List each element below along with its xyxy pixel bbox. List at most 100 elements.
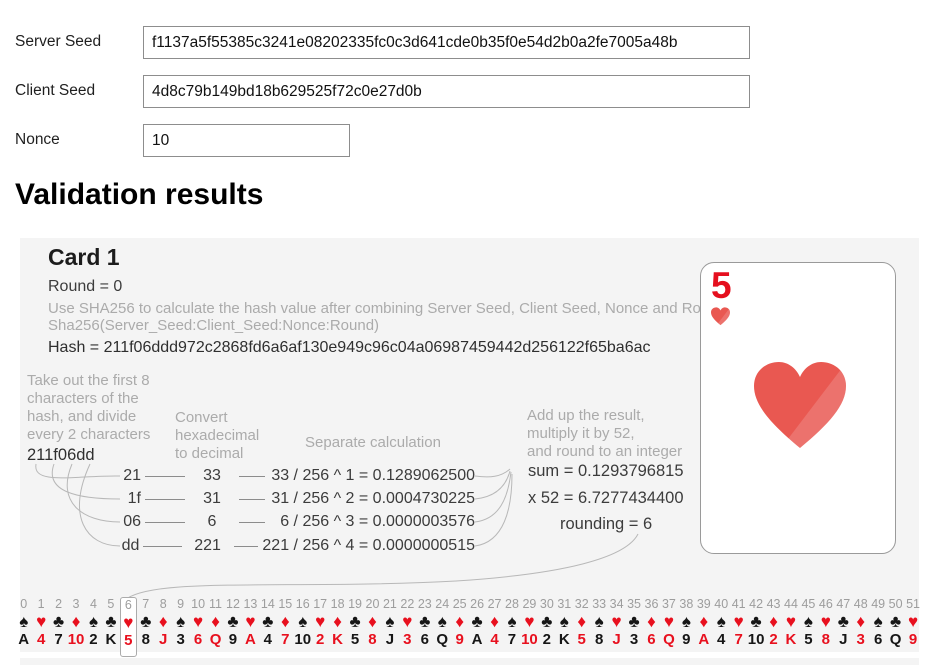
heart-suit-icon: ♥ [733, 612, 744, 631]
spade-suit-icon: ♠ [559, 612, 569, 631]
deck-cell: 25 ♦ 9 [451, 597, 468, 648]
deck-index: 51 [906, 597, 920, 611]
deck-value: Q [663, 631, 675, 648]
diamond-suit-icon: ♦ [769, 612, 778, 631]
deck-index: 21 [382, 597, 397, 611]
deck-cell: 21 ♠ J [381, 597, 398, 648]
deck-value: 6 [193, 631, 203, 648]
deck-cell: 1 ♥ 4 [32, 597, 49, 648]
calc-row: 1f 31 31 / 256 ^ 2 = 0.0004730225 [127, 490, 475, 507]
deck-cell: 37 ♥ Q [660, 597, 677, 648]
deck-index: 12 [226, 597, 240, 611]
deck-cell: 44 ♥ K [782, 597, 799, 648]
deck-cell: 7 ♣ 8 [137, 597, 154, 648]
deck-cell: 33 ♠ 8 [590, 597, 607, 648]
deck-cell: 48 ♦ 3 [852, 597, 869, 648]
deck-value: 9 [908, 631, 918, 648]
deck-cell: 29 ♥ 10 [521, 597, 538, 648]
deck-cell: 50 ♣ Q [887, 597, 904, 648]
deck-index: 42 [749, 597, 764, 611]
deck-cell: 35 ♣ 3 [625, 597, 642, 648]
deck-value: 2 [315, 631, 325, 648]
deck-value: 2 [89, 631, 98, 648]
deck-index: 10 [191, 597, 206, 611]
club-suit-icon: ♣ [419, 612, 431, 631]
diamond-suit-icon: ♦ [71, 612, 81, 631]
deck-value: 6 [647, 631, 656, 648]
deck-cell: 4 ♠ 2 [85, 597, 102, 648]
deck-value: 2 [769, 631, 778, 648]
heart-suit-icon: ♥ [907, 612, 919, 631]
deck-index: 3 [72, 597, 80, 611]
deck-index: 36 [644, 597, 659, 611]
deck-cell: 3 ♦ 10 [67, 597, 85, 648]
deck-value: 8 [821, 631, 831, 648]
card-1-panel: Card 1 Round = 0 Use SHA256 to calculate… [18, 238, 920, 657]
deck-index: 11 [209, 597, 223, 611]
deck-index: 5 [107, 597, 115, 611]
nonce-label: Nonce [15, 131, 60, 148]
deck-index: 27 [487, 597, 502, 611]
deck-index: 24 [435, 597, 450, 611]
spade-suit-icon: ♠ [88, 612, 98, 631]
deck-cell: 34 ♥ J [608, 597, 625, 648]
deck-cell: 41 ♥ 7 [730, 597, 747, 648]
spade-suit-icon: ♠ [19, 612, 29, 631]
diamond-suit-icon: ♦ [455, 612, 464, 631]
card-title: Card 1 [48, 244, 120, 270]
deck-cell: 42 ♣ 10 [747, 597, 765, 648]
deck-index: 38 [679, 597, 694, 611]
deck-value: 4 [263, 631, 273, 648]
deck-cell: 31 ♠ K [556, 597, 573, 648]
heart-suit-icon: ♥ [524, 612, 535, 631]
deck-cell: 24 ♠ Q [434, 597, 451, 648]
deck-value: Q [436, 631, 449, 648]
club-suit-icon: ♣ [227, 612, 239, 631]
deck-index: 26 [470, 597, 485, 611]
deck-value: 10 [67, 631, 85, 648]
diamond-suit-icon: ♦ [577, 612, 587, 631]
annotation-add-up: Add up the result, multiply it by 52, an… [527, 407, 683, 460]
deck-cell: 11 ♦ Q [207, 597, 224, 648]
heart-suit-icon: ♥ [315, 612, 326, 631]
deck-cell: 45 ♠ 5 [800, 597, 817, 648]
deck-cell: 15 ♦ 7 [277, 597, 294, 648]
deck-index: 13 [243, 597, 258, 611]
calc-row: 06 6 6 / 256 ^ 3 = 0.0000003576 [123, 513, 475, 530]
spade-suit-icon: ♠ [681, 612, 691, 631]
deck-index: 7 [142, 597, 150, 611]
deck-value: 9 [455, 631, 464, 648]
deck-cell: 26 ♣ A [468, 597, 485, 648]
deck-index: 46 [818, 597, 833, 611]
deck-strip: 0 ♠ A 1 ♥ 4 2 ♣ 7 3 ♦ 10 4 ♠ 2 5 ♣ K 6 ♥ 5 7 ♣ 8 8 ♦ J 9 ♠ 3 10 ♥ 6 11 ♦ Q 1… [15, 597, 922, 657]
club-suit-icon: ♣ [349, 612, 361, 631]
server-seed-label: Server Seed [15, 33, 102, 50]
heart-suit-icon: ♥ [820, 612, 831, 631]
deck-index: 45 [801, 597, 816, 611]
deck-value: J [839, 631, 848, 648]
nonce-input[interactable] [143, 124, 350, 157]
deck-value: K [105, 631, 117, 648]
deck-value: 10 [521, 631, 538, 648]
club-suit-icon: ♣ [890, 612, 902, 631]
deck-index: 9 [177, 597, 185, 611]
deck-cell: 17 ♥ 2 [311, 597, 328, 648]
deck-index: 44 [784, 597, 798, 611]
spade-suit-icon: ♠ [437, 612, 447, 631]
deck-cell: 20 ♦ 8 [364, 597, 381, 648]
deck-value: 8 [594, 631, 604, 648]
diamond-suit-icon: ♦ [699, 612, 709, 631]
server-seed-input[interactable] [143, 26, 750, 59]
deck-value: 10 [747, 631, 765, 648]
sha-description-line1: Use SHA256 to calculate the hash value a… [48, 300, 731, 317]
deck-value: 9 [228, 631, 238, 648]
deck-value: 2 [542, 631, 552, 648]
deck-index: 35 [627, 597, 641, 611]
annotation-convert: Convert hexadecimal to decimal [175, 409, 260, 462]
sum-line: sum = 0.1293796815 [528, 462, 684, 480]
result-card: 5 [700, 262, 896, 554]
deck-value: 7 [507, 631, 517, 648]
deck-cell: 8 ♦ J [155, 597, 172, 648]
deck-index: 47 [836, 597, 851, 611]
client-seed-input[interactable] [143, 75, 750, 108]
